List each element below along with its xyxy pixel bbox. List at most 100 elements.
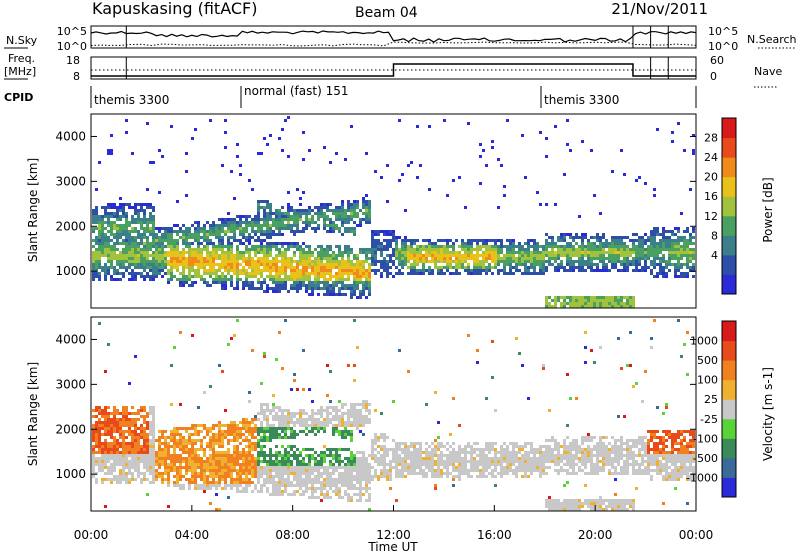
heatmap-cell: [209, 227, 212, 230]
heatmap-cell: [224, 409, 227, 412]
heatmap-cell: [362, 415, 365, 418]
heatmap-cell: [287, 418, 290, 421]
heatmap-cell: [221, 257, 224, 260]
heatmap-cell: [293, 493, 296, 496]
heatmap-cell: [692, 269, 695, 272]
heatmap-cell: [359, 463, 362, 466]
heatmap-cell: [359, 451, 362, 454]
heatmap-cell: [347, 206, 350, 209]
heatmap-cell: [278, 409, 281, 412]
heatmap-cell: [167, 281, 170, 284]
heatmap-cell: [203, 245, 206, 248]
heatmap-cell: [98, 406, 101, 409]
heatmap-cell: [359, 457, 362, 460]
heatmap-cell: [221, 454, 224, 457]
heatmap-cell: [104, 242, 107, 245]
heatmap-cell: [257, 200, 260, 203]
heatmap-cell: [215, 436, 218, 439]
heatmap-cell: [557, 269, 560, 272]
heatmap-cell: [335, 487, 338, 490]
heatmap-cell: [473, 260, 476, 263]
heatmap-cell: [215, 439, 218, 442]
heatmap-cell: [314, 221, 317, 224]
heatmap-cell: [473, 248, 476, 251]
heatmap-cell: [230, 481, 233, 484]
heatmap-cell: [350, 430, 353, 433]
heatmap-cell: [311, 215, 314, 218]
heatmap-cell: [239, 254, 242, 257]
heatmap-cell: [179, 260, 182, 263]
heatmap-cell: [122, 448, 125, 451]
heatmap-cell: [353, 364, 356, 367]
heatmap-cell: [251, 463, 254, 466]
heatmap-cell: [299, 215, 302, 218]
heatmap-cell: [395, 236, 398, 239]
heatmap-cell: [347, 254, 350, 257]
heatmap-cell: [188, 272, 191, 275]
heatmap-cell: [296, 454, 299, 457]
heatmap-cell: [230, 433, 233, 436]
heatmap-cell: [101, 469, 104, 472]
heatmap-cell: [143, 415, 146, 418]
heatmap-cell: [308, 266, 311, 269]
heatmap-cell: [551, 236, 554, 239]
heatmap-cell: [275, 472, 278, 475]
heatmap-cell: [245, 463, 248, 466]
heatmap-cell: [350, 481, 353, 484]
heatmap-cell: [311, 421, 314, 424]
heatmap-cell: [662, 239, 665, 242]
heatmap-cell: [104, 424, 107, 427]
heatmap-cell: [611, 296, 614, 299]
heatmap-cell: [347, 478, 350, 481]
heatmap-cell: [122, 209, 125, 212]
heatmap-cell: [530, 272, 533, 275]
heatmap-cell: [314, 278, 317, 281]
heatmap-cell: [308, 260, 311, 263]
heatmap-cell: [353, 230, 356, 233]
heatmap-cell: [428, 125, 431, 128]
heatmap-cell: [260, 206, 263, 209]
heatmap-cell: [131, 436, 134, 439]
heatmap-cell: [413, 260, 416, 263]
heatmap-cell: [338, 493, 341, 496]
heatmap-cell: [272, 484, 275, 487]
heatmap-cell: [266, 236, 269, 239]
mhz-label: [MHz]: [4, 65, 36, 78]
heatmap-cell: [116, 430, 119, 433]
heatmap-cell: [338, 475, 341, 478]
heatmap-cell: [671, 131, 674, 134]
heatmap-cell: [221, 472, 224, 475]
heatmap-cell: [230, 475, 233, 478]
heatmap-cell: [188, 481, 191, 484]
heatmap-cell: [263, 218, 266, 221]
heatmap-cell: [254, 263, 257, 266]
heatmap-cell: [251, 263, 254, 266]
heatmap-cell: [167, 475, 170, 478]
heatmap-cell: [332, 406, 335, 409]
heatmap-cell: [236, 481, 239, 484]
heatmap-cell: [284, 427, 287, 430]
heatmap-cell: [200, 439, 203, 442]
heatmap-cell: [563, 233, 566, 236]
heatmap-cell: [323, 460, 326, 463]
heatmap-cell: [161, 266, 164, 269]
heatmap-cell: [548, 251, 551, 254]
heatmap-cell: [356, 212, 359, 215]
heatmap-cell: [269, 272, 272, 275]
heatmap-cell: [293, 379, 296, 382]
heatmap-cell: [110, 469, 113, 472]
heatmap-cell: [155, 263, 158, 266]
heatmap-cell: [248, 248, 251, 251]
heatmap-cell: [338, 206, 341, 209]
heatmap-cell: [290, 245, 293, 248]
heatmap-cell: [245, 251, 248, 254]
heatmap-cell: [98, 448, 101, 451]
heatmap-cell: [125, 260, 128, 263]
heatmap-cell: [305, 478, 308, 481]
heatmap-cell: [140, 227, 143, 230]
heatmap-cell: [620, 269, 623, 272]
heatmap-cell: [365, 152, 368, 155]
heatmap-cell: [221, 248, 224, 251]
heatmap-cell: [458, 266, 461, 269]
heatmap-cell: [686, 275, 689, 278]
